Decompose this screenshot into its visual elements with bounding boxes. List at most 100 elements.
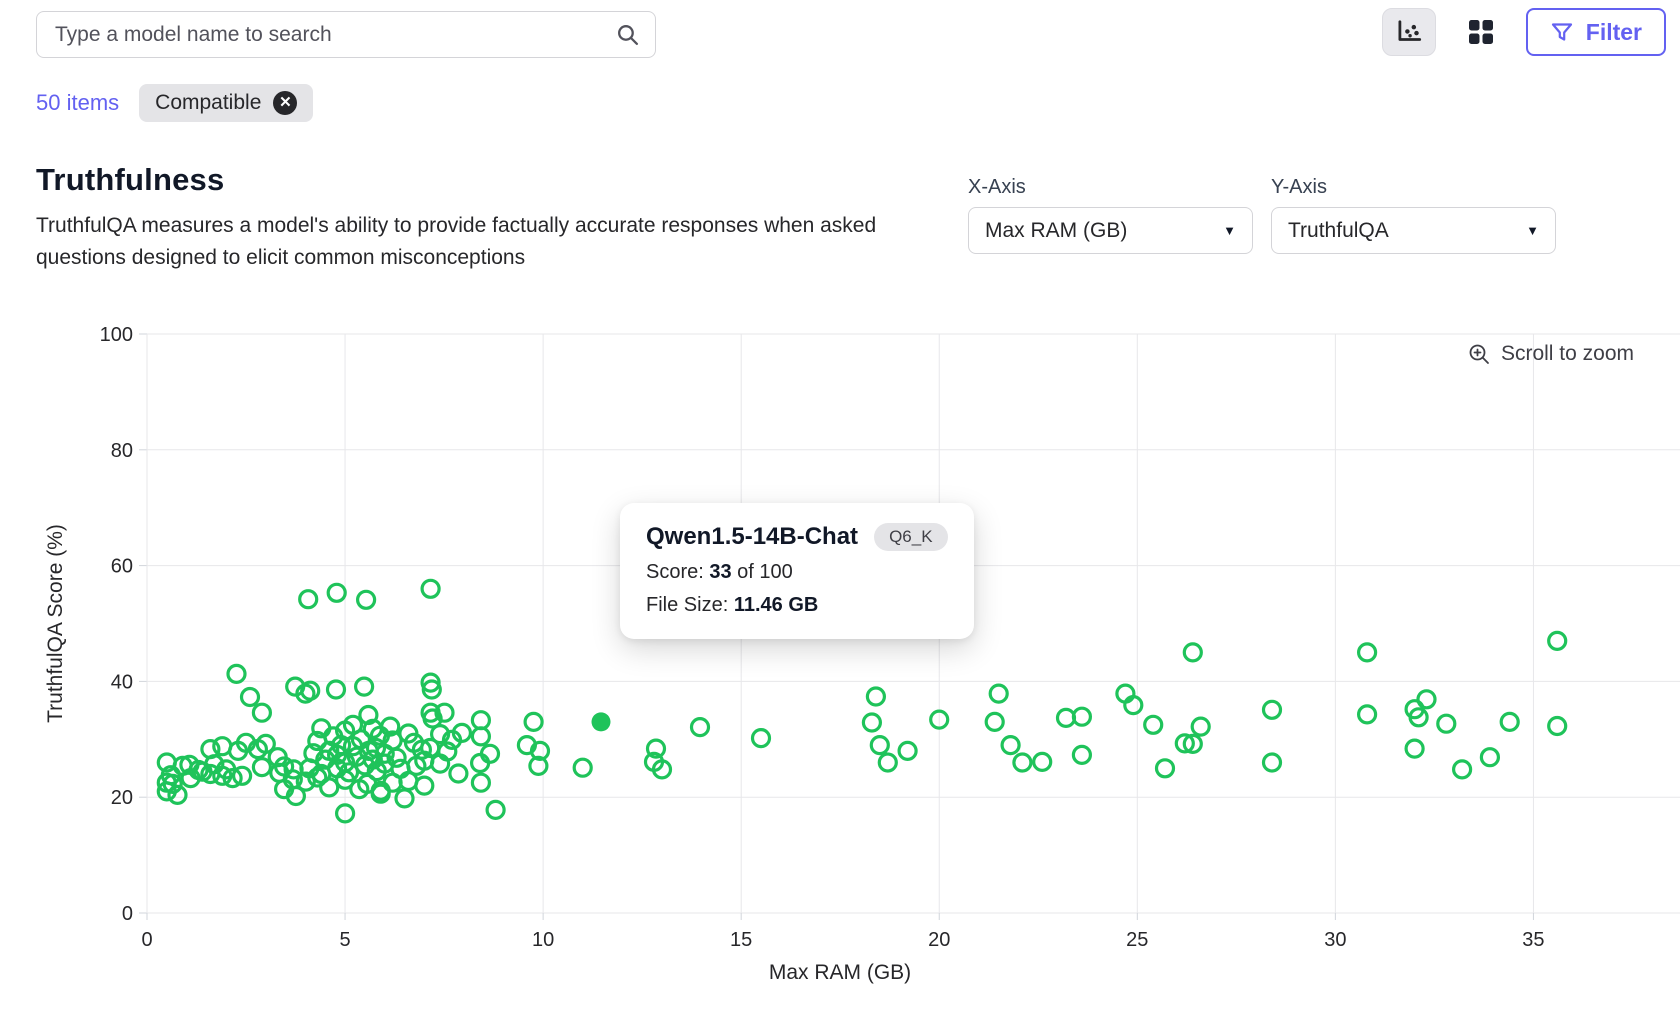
scatter-point[interactable] [1479, 747, 1501, 768]
items-count-link[interactable]: 50 items [36, 90, 120, 115]
remove-filter-icon[interactable]: ✕ [273, 91, 298, 115]
scatter-point[interactable] [523, 711, 544, 732]
y-tick-label: 60 [111, 556, 133, 578]
scatter-point[interactable] [1182, 642, 1203, 663]
scatter-point[interactable] [470, 726, 491, 747]
scatter-point[interactable] [689, 717, 711, 738]
scatter-point[interactable] [232, 765, 253, 786]
scatter-point[interactable] [470, 772, 491, 793]
scatter-point[interactable] [295, 771, 316, 792]
scatter-point[interactable] [1032, 751, 1053, 772]
scatter-point[interactable] [326, 582, 347, 603]
zoom-hint-text: Scroll to zoom [1500, 342, 1634, 365]
scatter-point[interactable] [325, 679, 347, 700]
filter-chip-compatible: Compatible ✕ [139, 84, 314, 122]
scatter-point[interactable] [1000, 735, 1021, 756]
scatter-point[interactable] [167, 784, 188, 805]
scatter-point[interactable] [1436, 713, 1457, 734]
scatter-point[interactable] [1416, 689, 1437, 710]
scatter-point[interactable] [338, 762, 360, 783]
scatter-point[interactable] [877, 752, 898, 773]
scatter-point[interactable] [251, 757, 272, 778]
scatter-point[interactable] [421, 679, 442, 700]
scatter-point[interactable] [1408, 707, 1429, 728]
scatter-point[interactable] [470, 710, 491, 731]
scatter-point[interactable] [1261, 752, 1283, 773]
scatter-point[interactable] [528, 755, 549, 776]
grid-view-button[interactable] [1460, 12, 1502, 52]
scatter-point[interactable] [285, 785, 306, 807]
scatter-point[interactable] [572, 757, 593, 778]
scatter-point[interactable] [298, 589, 319, 610]
scatter-point[interactable] [362, 749, 383, 770]
scatter-point-highlighted[interactable] [591, 712, 611, 732]
scatter-point[interactable] [1404, 738, 1425, 759]
scatter-point[interactable] [1451, 759, 1473, 780]
scatter-point[interactable] [451, 722, 472, 743]
scatter-point[interactable] [1547, 715, 1568, 737]
scatter-point[interactable] [651, 759, 673, 780]
scatter-point[interactable] [984, 711, 1005, 732]
scatter-point[interactable] [251, 702, 272, 723]
scatter-point[interactable] [1071, 744, 1093, 765]
scatter-point[interactable] [988, 683, 1009, 704]
scatter-point[interactable] [485, 799, 506, 820]
scatter-point[interactable] [430, 724, 451, 745]
scatter-point[interactable] [437, 741, 458, 762]
scatter-point[interactable] [750, 728, 772, 749]
scatter-point[interactable] [929, 709, 950, 730]
x-axis-select[interactable]: Max RAM (GB) ▼ [968, 207, 1253, 254]
scatter-point[interactable] [869, 735, 890, 756]
scatter-point[interactable] [356, 589, 377, 610]
scatter-point[interactable] [300, 680, 321, 701]
scatter-point[interactable] [222, 768, 243, 789]
scatter-plot-svg[interactable]: 0 20 40 60 80 100 0 5 10 15 20 25 30 35 Max RAM (GB) Tr… [0, 300, 1680, 1009]
scatter-point[interactable] [1547, 630, 1568, 651]
scatter-point[interactable] [897, 740, 918, 761]
scatter-point[interactable] [411, 739, 432, 760]
scatter-point[interactable] [394, 788, 415, 809]
scatter-point[interactable] [1174, 733, 1195, 754]
scatter-point[interactable] [434, 702, 455, 723]
y-axis-select[interactable]: TruthfulQA ▼ [1271, 207, 1556, 254]
scatter-point[interactable] [420, 702, 441, 723]
scatter-point[interactable] [1261, 699, 1283, 720]
scatter-point[interactable] [386, 747, 407, 768]
scatter-point[interactable] [479, 743, 501, 764]
scatter-point[interactable] [1499, 711, 1520, 732]
scatter-point[interactable] [1190, 716, 1211, 737]
scatter-point[interactable] [448, 763, 469, 784]
scatter-point[interactable] [414, 775, 435, 796]
scatter-point[interactable] [255, 733, 276, 754]
scatter-point[interactable] [335, 803, 356, 824]
scatter-point[interactable] [1123, 695, 1144, 716]
scatter-point[interactable] [1012, 752, 1033, 773]
filter-button-label: Filter [1585, 18, 1642, 45]
chart-view-button[interactable] [1381, 8, 1436, 56]
scatter-point[interactable] [319, 777, 340, 798]
scatter-point[interactable] [1356, 642, 1378, 663]
scatter-point[interactable] [1356, 704, 1378, 725]
scatter-point[interactable] [1182, 733, 1203, 754]
scatter-point[interactable] [645, 738, 667, 759]
scatter-point[interactable] [226, 663, 247, 684]
scatter-point[interactable] [529, 740, 551, 761]
scatter-point[interactable] [380, 716, 401, 737]
scatter-point[interactable] [865, 686, 887, 707]
scatter-point[interactable] [1071, 706, 1093, 727]
scatter-point[interactable] [1154, 758, 1176, 779]
scatter-point[interactable] [861, 712, 883, 733]
scatter-point[interactable] [354, 676, 375, 697]
scatter-point[interactable] [162, 773, 183, 794]
search-input[interactable] [36, 11, 656, 58]
scatter-point[interactable] [420, 578, 441, 599]
scatter-point[interactable] [239, 686, 261, 708]
filter-button[interactable]: Filter [1525, 8, 1666, 56]
scatter-point[interactable] [1143, 714, 1164, 735]
scatter-point[interactable] [335, 752, 356, 773]
x-tick-label: 35 [1522, 929, 1544, 951]
scatter-chart[interactable]: 0 20 40 60 80 100 0 5 10 15 20 25 30 35 Max RAM (GB) Tr… [0, 300, 1680, 1009]
grid-icon [1468, 20, 1493, 44]
active-filters-row: 50 items Compatible ✕ [36, 84, 314, 122]
scatter-point[interactable] [299, 758, 320, 779]
